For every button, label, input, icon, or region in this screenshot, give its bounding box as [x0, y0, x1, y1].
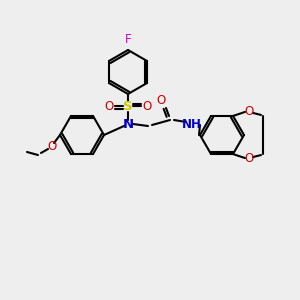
Text: S: S — [123, 100, 133, 112]
Text: F: F — [125, 33, 131, 46]
Text: N: N — [122, 118, 134, 130]
Text: O: O — [47, 140, 57, 154]
Text: NH: NH — [182, 118, 202, 130]
Text: O: O — [156, 94, 166, 106]
Text: O: O — [244, 152, 253, 165]
Text: O: O — [142, 100, 152, 112]
Text: O: O — [244, 105, 253, 119]
Text: O: O — [104, 100, 114, 112]
